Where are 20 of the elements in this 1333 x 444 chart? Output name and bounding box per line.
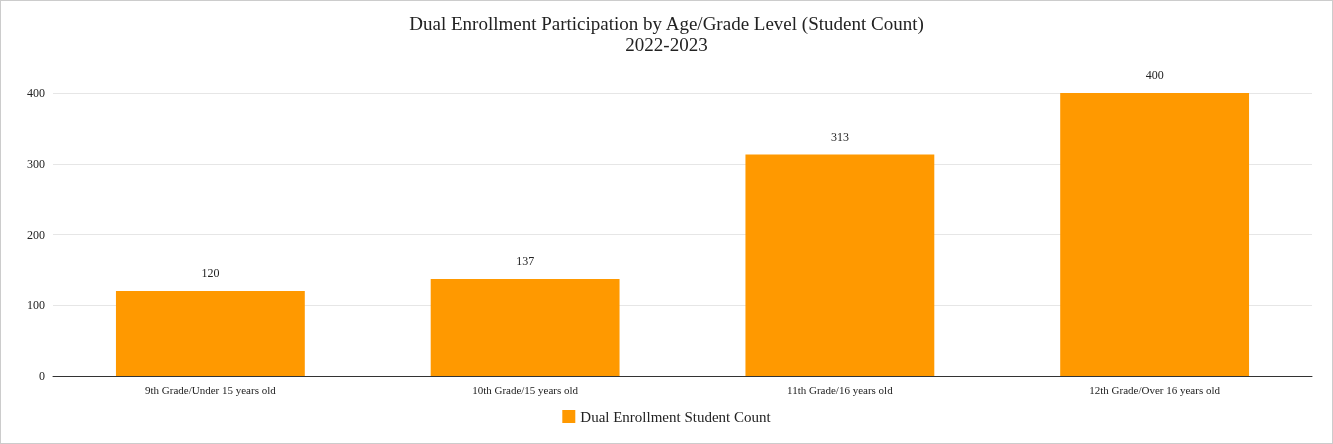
legend-label: Dual Enrollment Student Count bbox=[580, 408, 772, 425]
y-tick-label: 100 bbox=[27, 298, 45, 313]
y-tick-label: 400 bbox=[27, 86, 45, 100]
y-tick-label: 200 bbox=[27, 227, 45, 242]
data-label: 137 bbox=[516, 254, 535, 269]
y-tick-label: 0 bbox=[39, 369, 45, 383]
x-tick-label: 10th Grade/15 years old bbox=[472, 383, 579, 396]
chart-subtitle: 2022-2023 bbox=[625, 34, 708, 55]
data-label: 120 bbox=[201, 266, 220, 281]
x-tick-label: 12th Grade/Over 16 years old bbox=[1089, 383, 1221, 396]
bar bbox=[115, 291, 305, 376]
x-tick-label: 11th Grade/16 years old bbox=[787, 383, 894, 396]
data-label: 313 bbox=[830, 129, 849, 144]
x-tick-label: 9th Grade/Under 15 years old bbox=[145, 383, 277, 396]
y-tick-label: 300 bbox=[27, 156, 45, 171]
bar bbox=[430, 279, 620, 376]
data-label: 400 bbox=[1145, 68, 1164, 82]
chart-title: Dual Enrollment Participation by Age/Grade Level (Student Count) bbox=[409, 13, 924, 35]
bar bbox=[745, 154, 935, 376]
bar bbox=[1060, 93, 1250, 376]
